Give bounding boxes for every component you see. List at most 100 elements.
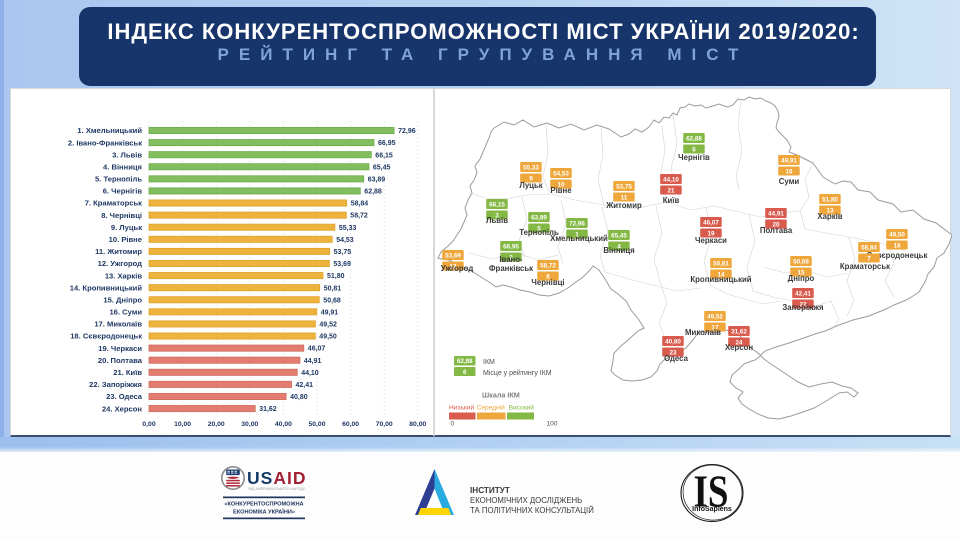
svg-text:31,62: 31,62 xyxy=(731,328,747,335)
svg-text:66,95: 66,95 xyxy=(378,140,396,147)
svg-text:62,88: 62,88 xyxy=(457,358,473,365)
svg-text:54,53: 54,53 xyxy=(553,170,569,177)
svg-text:16: 16 xyxy=(785,168,793,175)
svg-text:Ужгород: Ужгород xyxy=(441,264,474,273)
svg-text:23. Одеса: 23. Одеса xyxy=(106,392,143,401)
svg-text:46,07: 46,07 xyxy=(703,219,719,226)
svg-text:Чернівці: Чернівці xyxy=(531,278,564,287)
svg-text:Київ: Київ xyxy=(663,196,680,205)
svg-text:1. Хмельницький: 1. Хмельницький xyxy=(77,126,142,135)
svg-text:Одеса: Одеса xyxy=(664,354,688,363)
svg-text:13: 13 xyxy=(826,207,834,214)
svg-text:Харків: Харків xyxy=(817,212,842,221)
svg-text:44,91: 44,91 xyxy=(304,358,322,365)
svg-text:58,84: 58,84 xyxy=(861,244,877,251)
svg-text:0: 0 xyxy=(451,421,455,428)
svg-text:Житомир: Житомир xyxy=(605,201,642,210)
svg-text:55,33: 55,33 xyxy=(523,164,539,171)
svg-text:4. Вінниця: 4. Вінниця xyxy=(103,162,142,171)
svg-text:18. Сєвєродонецьк: 18. Сєвєродонецьк xyxy=(70,332,142,341)
svg-text:40,80: 40,80 xyxy=(665,338,681,345)
svg-text:Миколаїв: Миколаїв xyxy=(685,328,721,337)
svg-text:66,15: 66,15 xyxy=(489,201,505,208)
svg-text:3: 3 xyxy=(495,212,499,219)
svg-text:Полтава: Полтава xyxy=(760,226,793,235)
svg-text:Шкала ІКМ: Шкала ІКМ xyxy=(482,391,520,400)
svg-text:80,00: 80,00 xyxy=(409,421,426,428)
svg-text:6: 6 xyxy=(463,369,467,376)
svg-text:49,91: 49,91 xyxy=(321,309,339,316)
svg-text:44,10: 44,10 xyxy=(301,370,319,377)
svg-text:24. Херсон: 24. Херсон xyxy=(102,404,142,413)
svg-text:53,75: 53,75 xyxy=(334,249,352,256)
svg-text:7. Краматорськ: 7. Краматорськ xyxy=(85,199,142,208)
svg-text:6. Чернігів: 6. Чернігів xyxy=(103,187,143,196)
svg-text:55,33: 55,33 xyxy=(339,225,357,232)
svg-text:Дніпро: Дніпро xyxy=(788,274,815,283)
svg-text:14: 14 xyxy=(717,271,725,278)
svg-text:50,68: 50,68 xyxy=(323,297,341,304)
svg-text:12: 12 xyxy=(449,263,457,270)
svg-text:50,00: 50,00 xyxy=(308,421,325,428)
svg-text:70,00: 70,00 xyxy=(376,421,393,428)
svg-text:72,96: 72,96 xyxy=(398,128,416,135)
svg-text:ЕКОНОМІКА УКРАЇНИ»: ЕКОНОМІКА УКРАЇНИ» xyxy=(233,509,295,516)
svg-text:46,07: 46,07 xyxy=(308,346,326,353)
svg-text:49,91: 49,91 xyxy=(781,157,797,164)
svg-text:12. Ужгород: 12. Ужгород xyxy=(98,259,143,268)
svg-text:Кропивницький: Кропивницький xyxy=(690,275,751,284)
svg-text:Запоріжжя: Запоріжжя xyxy=(782,303,823,312)
svg-text:InfoSapiens: InfoSapiens xyxy=(692,506,732,513)
svg-text:49,50: 49,50 xyxy=(319,334,337,341)
svg-text:«КОНКУРЕНТОСПРОМОЖНА: «КОНКУРЕНТОСПРОМОЖНА xyxy=(224,502,303,508)
svg-text:44,10: 44,10 xyxy=(663,176,679,183)
svg-text:4: 4 xyxy=(617,243,621,250)
svg-text:23: 23 xyxy=(669,349,677,356)
svg-text:ЕКОНОМІЧНИХ ДОСЛІДЖЕНЬ: ЕКОНОМІЧНИХ ДОСЛІДЖЕНЬ xyxy=(470,496,582,505)
svg-text:ВІД АМЕРИКАНСЬКОГО НАРОДУ: ВІД АМЕРИКАНСЬКОГО НАРОДУ xyxy=(249,487,306,491)
svg-text:Високий: Високий xyxy=(509,404,535,412)
svg-text:58,72: 58,72 xyxy=(350,213,368,220)
svg-text:5: 5 xyxy=(537,225,541,232)
svg-text:9. Луцьк: 9. Луцьк xyxy=(111,223,142,232)
svg-text:50,81: 50,81 xyxy=(713,260,729,267)
svg-text:53,69: 53,69 xyxy=(445,252,461,259)
svg-text:50,68: 50,68 xyxy=(793,258,809,265)
svg-text:11: 11 xyxy=(621,194,628,201)
svg-text:ІКМ: ІКМ xyxy=(483,359,495,366)
svg-text:Низький: Низький xyxy=(449,404,474,412)
svg-text:Місце у рейтингу ІКМ: Місце у рейтингу ІКМ xyxy=(483,369,552,377)
svg-text:9: 9 xyxy=(529,175,533,182)
svg-text:Сєвєродонецьк: Сєвєродонецьк xyxy=(867,251,928,260)
svg-text:3. Львів: 3. Львів xyxy=(112,150,142,159)
svg-text:15: 15 xyxy=(797,269,805,276)
svg-text:Краматорськ: Краматорськ xyxy=(840,262,890,271)
svg-text:17. Миколаїв: 17. Миколаїв xyxy=(94,320,142,329)
svg-text:22. Запоріжжя: 22. Запоріжжя xyxy=(89,380,142,389)
svg-text:Суми: Суми xyxy=(779,177,800,186)
svg-text:49,50: 49,50 xyxy=(889,231,905,238)
svg-text:IS: IS xyxy=(694,466,729,517)
svg-text:63,89: 63,89 xyxy=(368,176,386,183)
svg-text:44,91: 44,91 xyxy=(768,210,784,217)
svg-text:20. Полтава: 20. Полтава xyxy=(98,356,143,365)
svg-text:USAID: USAID xyxy=(247,468,306,488)
svg-text:40,00: 40,00 xyxy=(275,421,292,428)
svg-text:8: 8 xyxy=(546,273,550,280)
svg-text:65,45: 65,45 xyxy=(373,164,391,171)
svg-text:31,62: 31,62 xyxy=(259,406,277,413)
svg-text:11. Житомир: 11. Житомир xyxy=(95,247,142,256)
svg-text:62,88: 62,88 xyxy=(364,189,382,196)
svg-text:20: 20 xyxy=(772,221,780,228)
svg-text:66,95: 66,95 xyxy=(503,243,519,250)
svg-text:62,88: 62,88 xyxy=(686,135,702,142)
svg-text:22: 22 xyxy=(799,301,807,308)
svg-text:15. Дніпро: 15. Дніпро xyxy=(103,295,142,304)
svg-text:66,15: 66,15 xyxy=(375,152,393,159)
svg-text:6: 6 xyxy=(692,146,696,153)
svg-text:42,41: 42,41 xyxy=(296,382,314,389)
svg-text:Черкаси: Черкаси xyxy=(695,236,727,245)
svg-text:18: 18 xyxy=(893,242,901,249)
svg-text:5. Тернопіль: 5. Тернопіль xyxy=(95,175,142,184)
svg-text:58,72: 58,72 xyxy=(540,262,556,269)
